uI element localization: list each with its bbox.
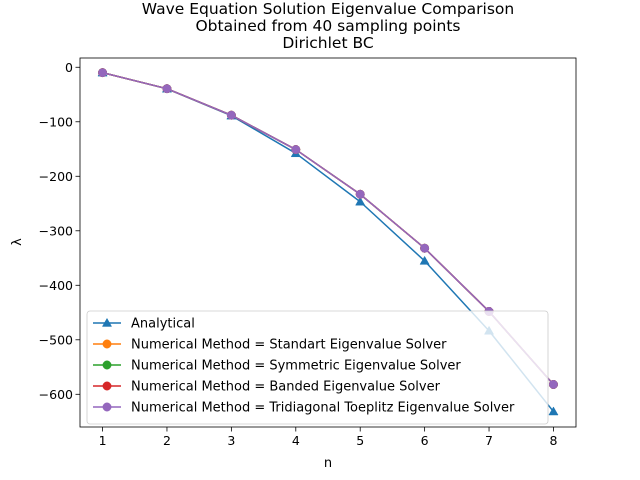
- data-point: [355, 189, 365, 199]
- x-tick-label: 8: [549, 433, 557, 448]
- data-point: [419, 255, 430, 265]
- x-tick-label: 7: [485, 433, 493, 448]
- legend-marker: [102, 360, 112, 370]
- chart-title-line-2: Obtained from 40 sampling points: [195, 17, 460, 35]
- legend-marker: [102, 381, 112, 391]
- x-tick-label: 1: [99, 433, 107, 448]
- data-point: [162, 84, 172, 94]
- x-tick-label: 6: [421, 433, 429, 448]
- data-point: [226, 110, 236, 120]
- legend-entry: Numerical Method = Banded Eigenvalue Sol…: [93, 380, 441, 395]
- data-point: [355, 196, 366, 206]
- data-point: [291, 145, 301, 155]
- series-line: [102, 71, 555, 385]
- legend-label: Analytical: [131, 317, 195, 332]
- legend-marker: [102, 402, 112, 412]
- legend-label: Numerical Method = Banded Eigenvalue Sol…: [131, 380, 441, 395]
- data-point: [549, 380, 558, 389]
- data-point: [420, 243, 430, 253]
- legend-marker: [102, 339, 112, 349]
- y-axis-label: λ: [10, 238, 25, 246]
- data-point: [98, 68, 107, 78]
- y-tick-label: −600: [39, 387, 73, 402]
- legend-box: [86, 310, 549, 425]
- legend: Analytical Numerical Method = Standart Ei…: [86, 310, 549, 425]
- x-axis-label: n: [324, 456, 332, 471]
- chart-title-line-1: Wave Equation Solution Eigenvalue Compar…: [142, 0, 514, 18]
- chart-title-line-3: Dirichlet BC: [282, 34, 373, 52]
- axes-frame: [79, 57, 577, 428]
- plot-area: 1 2 3 4 5 6 7 8 0 −100 −200 −300 −400 −500 −600: [39, 57, 577, 448]
- y-tick-label: −500: [39, 332, 73, 347]
- y-tick-label: −400: [39, 278, 73, 293]
- x-tick-label: 4: [292, 433, 300, 448]
- legend-entry: Numerical Method = Symmetric Eigenvalue …: [93, 359, 461, 374]
- data-point: [548, 406, 559, 416]
- x-tick-label: 3: [227, 433, 235, 448]
- legend-label: Numerical Method = Standart Eigenvalue S…: [131, 338, 447, 353]
- y-tick-label: 0: [65, 60, 73, 75]
- y-tick-label: −200: [39, 169, 73, 184]
- x-tick-label: 2: [163, 433, 171, 448]
- legend-marker: [101, 317, 113, 327]
- legend-entry: Numerical Method = Tridiagonal Toeplitz …: [93, 401, 515, 416]
- legend-label: Numerical Method = Tridiagonal Toeplitz …: [131, 401, 515, 416]
- y-tick-label: −300: [39, 223, 73, 238]
- legend-entry: Analytical: [93, 317, 195, 332]
- y-tick-label: −100: [39, 114, 73, 129]
- legend-entry: Numerical Method = Standart Eigenvalue S…: [93, 338, 447, 353]
- legend-label: Numerical Method = Symmetric Eigenvalue …: [131, 359, 461, 374]
- x-tick-label: 5: [356, 433, 364, 448]
